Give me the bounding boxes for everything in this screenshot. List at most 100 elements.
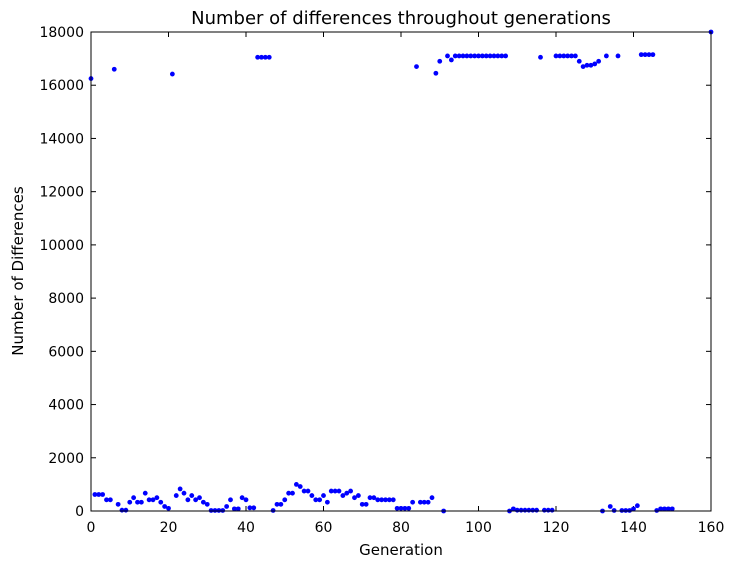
data-point [177, 486, 183, 492]
data-point [627, 508, 633, 513]
data-point [476, 53, 481, 59]
data-point [398, 505, 404, 511]
data-point [371, 495, 377, 501]
data-point [348, 488, 354, 494]
data-point [503, 53, 509, 59]
data-point [634, 503, 640, 509]
data-point [646, 52, 652, 58]
data-point [479, 53, 485, 59]
data-point [204, 501, 210, 507]
data-point [569, 53, 574, 59]
data-point [642, 52, 648, 58]
data-point [421, 499, 427, 505]
y-tick-label: 12000 [39, 185, 84, 201]
x-axis-label: Generation [359, 541, 443, 559]
data-point [414, 64, 419, 69]
data-point [212, 508, 218, 513]
data-point [410, 499, 416, 505]
data-point [309, 493, 315, 498]
chart-title: Number of differences throughout generat… [191, 8, 611, 29]
data-point [239, 495, 245, 501]
x-tick-label: 0 [87, 520, 96, 536]
data-point [538, 54, 543, 60]
data-point [235, 506, 241, 512]
data-point [433, 70, 439, 76]
data-point [580, 64, 586, 69]
data-point [406, 505, 412, 511]
data-point [208, 508, 214, 513]
y-axis-label: Number of Differences [9, 186, 27, 356]
x-tick-label: 40 [237, 520, 255, 536]
data-point [452, 53, 458, 59]
data-point [286, 490, 292, 496]
data-point [189, 493, 195, 498]
data-point [631, 506, 636, 512]
data-point [243, 497, 249, 503]
data-point [247, 505, 253, 511]
data-point [216, 508, 222, 513]
x-tick-label: 160 [698, 520, 725, 536]
data-point [274, 501, 280, 507]
data-point [224, 504, 230, 509]
y-tick-label: 6000 [48, 344, 84, 360]
y-tick-label: 14000 [39, 131, 84, 147]
data-point [417, 499, 423, 505]
data-point [623, 508, 629, 513]
data-point [158, 499, 164, 505]
y-tick-label: 10000 [39, 238, 84, 254]
y-tick-label: 0 [75, 504, 84, 520]
data-point [92, 492, 98, 497]
data-point [305, 488, 311, 494]
data-point [278, 501, 284, 507]
x-tick-label: 120 [543, 520, 570, 536]
data-point [499, 53, 505, 59]
y-tick-label: 18000 [39, 25, 84, 41]
data-point [282, 497, 288, 503]
data-point [111, 66, 117, 72]
data-point [220, 508, 226, 513]
data-point [572, 53, 578, 59]
data-point [386, 497, 392, 503]
data-point [270, 508, 276, 513]
data-point [375, 497, 381, 503]
data-point [352, 495, 357, 501]
data-point [297, 484, 303, 489]
data-point [611, 508, 617, 513]
data-point [100, 492, 106, 497]
plot-area-frame [90, 31, 712, 512]
y-tick-label: 4000 [48, 398, 84, 414]
data-point [355, 493, 361, 498]
data-point [107, 497, 113, 503]
data-point [596, 58, 602, 64]
data-point [534, 507, 540, 513]
data-point [379, 497, 385, 503]
data-point [619, 508, 625, 513]
data-point [491, 53, 497, 59]
data-point [162, 504, 168, 509]
data-point [332, 488, 338, 494]
data-point [650, 52, 656, 58]
y-tick-label: 8000 [48, 291, 84, 307]
data-point [340, 493, 346, 498]
data-point [146, 497, 152, 503]
data-point [142, 490, 148, 496]
data-point [468, 53, 474, 59]
x-tick-label: 80 [392, 520, 410, 536]
data-point [510, 506, 516, 512]
data-point [638, 52, 644, 58]
y-tick-label: 16000 [39, 78, 84, 94]
data-point [576, 58, 582, 64]
data-point [173, 493, 179, 498]
x-tick-label: 140 [620, 520, 647, 536]
data-point [135, 499, 140, 505]
data-point [181, 490, 187, 496]
x-tick-label: 100 [465, 520, 492, 536]
data-point [363, 501, 369, 507]
data-point [390, 497, 396, 503]
data-point [456, 53, 462, 59]
data-point [662, 506, 667, 512]
data-point [200, 499, 206, 505]
data-point [367, 495, 373, 501]
data-point [324, 499, 330, 505]
